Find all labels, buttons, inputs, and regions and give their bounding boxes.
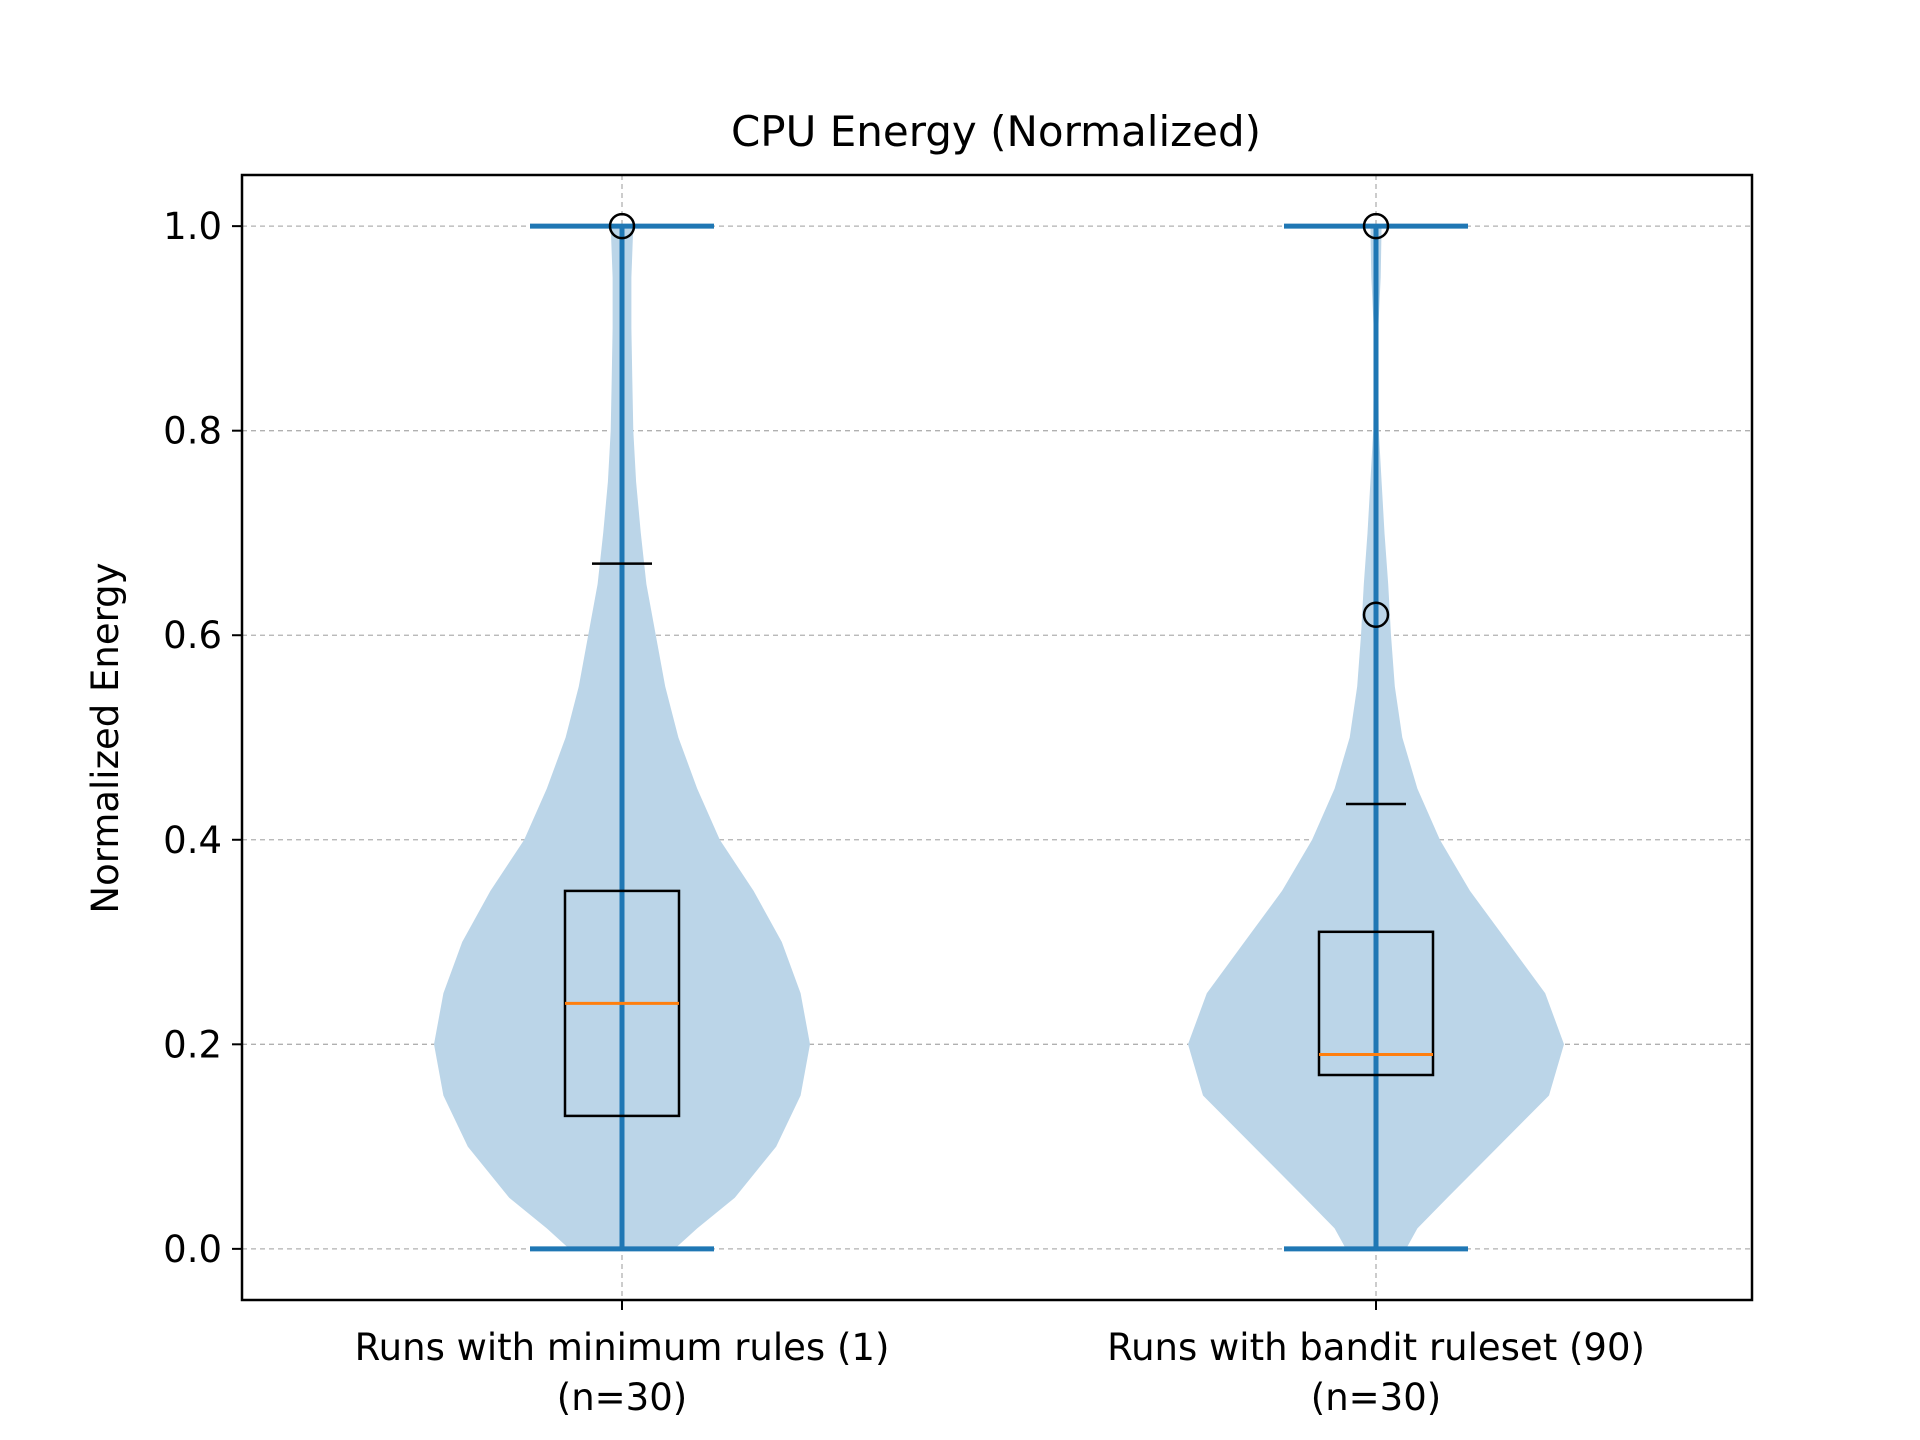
x-axis: Runs with minimum rules (1) (n=30) Runs wi…	[355, 1300, 1645, 1419]
y-axis: 0.0 0.2 0.4 0.6 0.8 1.0	[163, 205, 242, 1271]
y-tick-label: 1.0	[163, 205, 222, 248]
plot-area-frame	[240, 173, 1754, 1302]
x-category-label: Runs with bandit ruleset (90)	[1107, 1326, 1645, 1369]
x-category-label: (n=30)	[1311, 1376, 1441, 1419]
violin-layer	[434, 223, 1564, 1252]
y-tick-label: 0.6	[163, 614, 222, 657]
box-iqr	[1317, 930, 1435, 1077]
outlier-point	[1362, 601, 1390, 629]
x-category-label: (n=30)	[557, 1376, 687, 1419]
y-tick-label: 0.0	[163, 1228, 222, 1271]
outlier-point	[1362, 212, 1390, 240]
y-tick-label: 0.4	[163, 819, 222, 862]
y-tick-label: 0.2	[163, 1023, 222, 1066]
x-category-label: Runs with minimum rules (1)	[355, 1326, 890, 1369]
box-layer	[563, 212, 1435, 1118]
y-tick-label: 0.8	[163, 410, 222, 453]
y-axis-label: Normalized Energy	[84, 562, 127, 913]
chart-title: CPU Energy (Normalized)	[731, 107, 1261, 156]
outlier-point	[608, 212, 636, 240]
